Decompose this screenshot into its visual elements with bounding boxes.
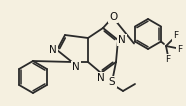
Text: S: S bbox=[109, 77, 115, 87]
Text: F: F bbox=[165, 56, 171, 64]
Text: N: N bbox=[49, 45, 57, 55]
Text: N: N bbox=[72, 62, 80, 72]
Text: F: F bbox=[173, 31, 179, 40]
Text: N: N bbox=[118, 35, 126, 45]
Text: O: O bbox=[109, 12, 117, 22]
Text: N: N bbox=[97, 73, 105, 83]
Text: F: F bbox=[177, 45, 183, 54]
